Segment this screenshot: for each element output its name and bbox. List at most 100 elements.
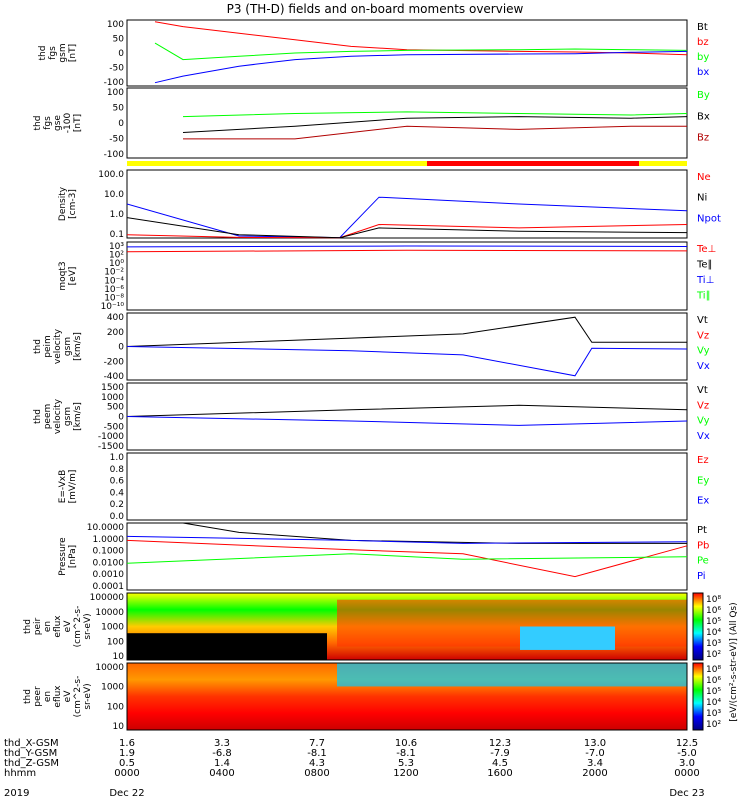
- series-line: [182, 116, 688, 133]
- y-tick-label: -200: [104, 357, 125, 367]
- xaxis-value: 3.3: [214, 738, 230, 749]
- y-label-line: thd: [23, 689, 33, 704]
- y-tick-label: 10: [113, 652, 125, 662]
- y-label-line: -100: [63, 113, 73, 134]
- y-label-line: eflux: [53, 685, 63, 708]
- y-tick-label: 10.0: [104, 190, 124, 200]
- legend-entry: Npot: [697, 213, 721, 224]
- xaxis-value: 0400: [209, 768, 234, 779]
- status-bar-yellow: [127, 161, 687, 166]
- series-line: [126, 539, 688, 578]
- y-tick-label: 0.0001: [93, 582, 125, 592]
- legend-entry: Ex: [697, 496, 709, 507]
- y-axis-label: moqt3[eV]: [58, 261, 78, 290]
- y-tick-label: 0: [118, 49, 124, 59]
- colorbar-tick-label: 10²: [706, 650, 721, 660]
- legend-entry: Pe: [697, 556, 709, 567]
- y-label-line: thd: [33, 339, 43, 354]
- y-axis-label: thdpeemvelocitygsm[km/s]: [33, 398, 83, 434]
- status-bar-red: [427, 161, 639, 166]
- legend-entry: Vx: [697, 431, 710, 442]
- y-label-line: [nPa]: [68, 545, 78, 568]
- y-label-line: velocity: [53, 398, 63, 434]
- y-label-line: peer: [33, 686, 43, 707]
- series-line: [126, 553, 688, 564]
- legend-entry: Vz: [697, 330, 709, 341]
- xaxis-value: 4.3: [309, 758, 325, 769]
- series-line: [154, 50, 688, 84]
- legend-entry: Ni: [697, 193, 707, 204]
- xaxis-row-label: hhmm: [4, 768, 36, 779]
- y-tick-label: 0.8: [110, 465, 125, 475]
- y-label-line: thd: [33, 116, 43, 131]
- y-axis-label: E=-VxB[mV/m]: [58, 470, 78, 504]
- y-tick-label: 0.6: [110, 477, 125, 487]
- heatmap-cool-region: [337, 663, 687, 687]
- series-line: [126, 223, 688, 239]
- xaxis-value: 5.3: [398, 758, 414, 769]
- colorbar-tick-label: 10²: [706, 720, 721, 730]
- series-line: [154, 42, 688, 61]
- y-tick-label: 10⁻⁸: [104, 293, 124, 303]
- y-tick-label: 1.0: [110, 210, 125, 220]
- y-tick-label: -400: [104, 372, 125, 382]
- y-tick-label: 0.1000: [93, 547, 125, 557]
- xaxis-value: 1200: [393, 768, 418, 779]
- y-tick-label: 400: [107, 313, 124, 323]
- y-label-line: eV: [63, 620, 73, 633]
- y-tick-label: 0.4: [110, 488, 125, 498]
- y-tick-label: 100.0: [98, 170, 124, 180]
- xaxis-value: 13.0: [584, 738, 606, 749]
- y-tick-label: 10000: [95, 608, 124, 618]
- y-label-line: en: [43, 621, 53, 632]
- panel-frame: [126, 662, 688, 731]
- colorbar-label: [eV/(cm²-s-str-eV)] (All Qs): [729, 602, 739, 721]
- panel-ion-velocity: Vt Vz Vy Vx 400 200 0 -200 -400 thdpeimvelocitygs…: [33, 312, 710, 382]
- y-label-line: gse: [53, 115, 63, 131]
- xaxis-value: 3.0: [679, 758, 695, 769]
- xaxis-value: 1.6: [119, 738, 135, 749]
- legend-entry: bz: [697, 37, 709, 48]
- y-tick-label: 100: [107, 20, 124, 30]
- panel-temperature: Te⊥ Te∥ Ti⊥ Ti∥ 10³10²10⁰10⁻²10⁻⁴10⁻⁶10⁻⁸10⁻…: [58, 241, 716, 312]
- y-tick-label: 10⁰: [109, 259, 124, 269]
- colorbar-tick-label: 10⁴: [706, 698, 721, 708]
- y-tick-label: 1.0000: [93, 535, 125, 545]
- xaxis-value: 0.5: [119, 758, 135, 769]
- series-line: [183, 125, 687, 140]
- year-label: 2019: [4, 788, 29, 799]
- xaxis-value: 2000: [582, 768, 607, 779]
- y-tick-label: 0: [118, 413, 124, 423]
- panel-frame: [126, 452, 688, 521]
- heatmap-cool-region: [520, 626, 615, 650]
- xaxis-value: -7.0: [585, 748, 605, 759]
- legend-entry: Ey: [697, 475, 709, 486]
- y-label-line: sr-eV): [83, 683, 93, 709]
- xaxis-row-label: thd_Z-GSM: [4, 758, 59, 769]
- legend-entry: Pt: [697, 525, 707, 536]
- legend-entry: Pi: [697, 571, 706, 582]
- xaxis-value: -6.8: [212, 748, 232, 759]
- y-label-line: moqt3: [58, 261, 68, 290]
- y-tick-label: 10000: [95, 663, 124, 673]
- y-label-line: [km/s]: [73, 332, 83, 361]
- y-label-line: (cm^2-s-: [73, 676, 83, 718]
- y-tick-label: 1000: [101, 683, 124, 693]
- legend-entry: Ne: [697, 172, 711, 183]
- legend-entry: bx: [697, 67, 709, 78]
- y-tick-label: -100: [104, 150, 125, 160]
- legend-entry: Ti⊥: [696, 275, 714, 286]
- y-label-line: Pressure: [58, 537, 68, 576]
- y-tick-label: 100: [107, 637, 124, 647]
- y-tick-label: 1.0: [110, 453, 125, 463]
- xaxis-value: -8.1: [396, 748, 416, 759]
- date-start-label: Dec 22: [109, 788, 144, 799]
- legend-entry: Ti∥: [696, 291, 711, 302]
- y-label-line: velocity: [53, 328, 63, 364]
- panel-density: Ne Ni Npot 100.0 10.0 1.0 0.1 Density[cm-3]: [58, 169, 721, 240]
- xaxis-value: 1600: [487, 768, 512, 779]
- y-tick-label: 0: [118, 119, 124, 129]
